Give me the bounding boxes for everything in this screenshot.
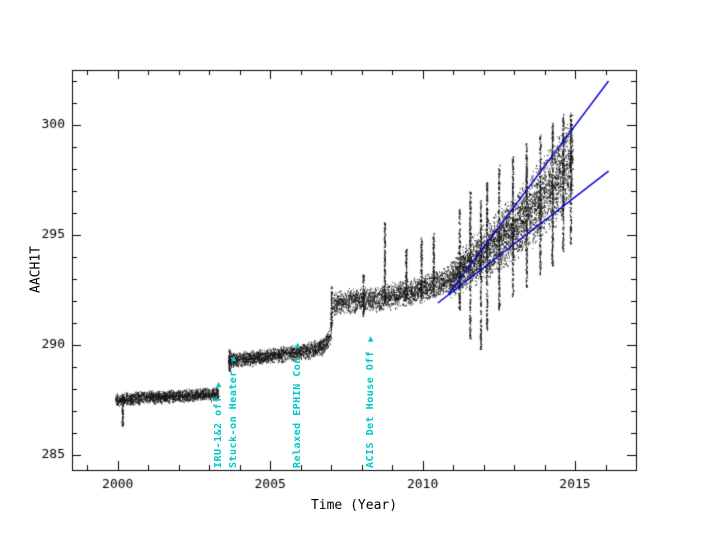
annotation-label: ACIS Det House Off — [365, 350, 377, 468]
annotation-stuck-on-heater: Stuck-on Heater ▶ — [228, 355, 239, 468]
up-arrow-icon: ▶ — [366, 335, 377, 342]
annotation-relaxed-ephin: Relaxed EPHIN Con ▶ — [292, 342, 303, 468]
up-arrow-icon: ▶ — [213, 381, 224, 388]
y-axis-label: AACH1T — [28, 246, 44, 293]
annotation-iru-off: IRU-1&2 off ▶ — [213, 381, 224, 468]
annotation-label: Relaxed EPHIN Con — [292, 357, 304, 468]
up-arrow-icon: ▶ — [293, 342, 304, 349]
up-arrow-icon: ▶ — [229, 355, 240, 362]
annotation-acis-det-house-off: ACIS Det House Off ▶ — [365, 336, 376, 468]
annotation-label: Stuck-on Heater — [228, 370, 240, 468]
annotation-label: IRU-1&2 off — [212, 396, 224, 468]
x-axis-label: Time (Year) — [310, 498, 398, 513]
